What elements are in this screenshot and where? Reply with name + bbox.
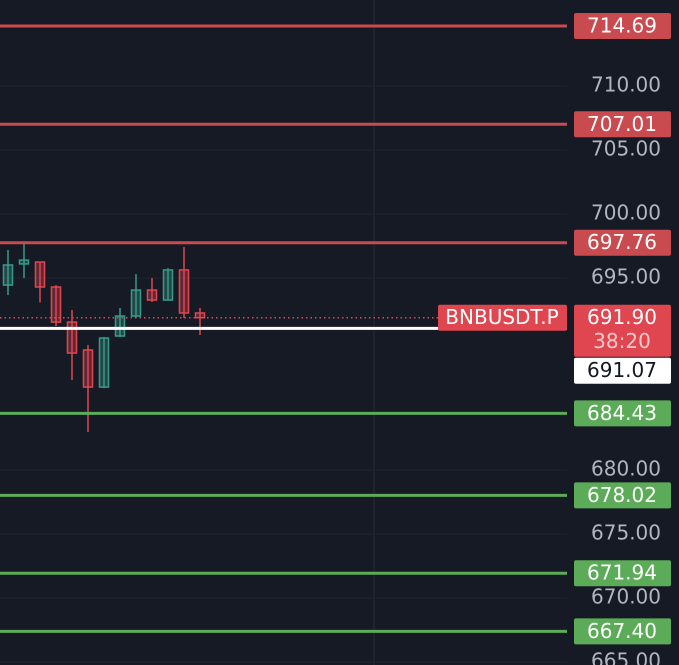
candle-body: [50, 286, 62, 323]
candle-body: [98, 337, 110, 388]
level-label: 697.76: [587, 230, 657, 254]
last-price-label: 691.90: [587, 305, 657, 329]
candle-body: [18, 259, 30, 265]
symbol-box: [438, 304, 567, 331]
candle-body: [194, 312, 206, 319]
level-label-box: [574, 618, 671, 645]
level-label: 678.02: [587, 483, 657, 507]
y-tick-label: 710.00: [591, 73, 661, 97]
y-tick-label: 665.00: [591, 649, 661, 665]
level-label-box: [574, 482, 671, 509]
candle-body: [34, 261, 46, 288]
level-label: 684.43: [587, 401, 657, 425]
level-label-box: [574, 357, 671, 384]
last-price-box: [574, 304, 671, 357]
candle-body: [178, 269, 190, 314]
y-tick-label: 700.00: [591, 201, 661, 225]
level-label: 691.07: [587, 358, 657, 382]
candle-body: [162, 269, 174, 301]
level-label-box: [574, 400, 671, 427]
level-label: 667.40: [587, 619, 657, 643]
y-tick-label: 680.00: [591, 457, 661, 481]
y-tick-label: 705.00: [591, 137, 661, 161]
level-label: 714.69: [587, 13, 657, 37]
level-label-box: [574, 229, 671, 256]
y-tick-label: 695.00: [591, 265, 661, 289]
candle-body: [114, 315, 126, 337]
symbol-label: BNBUSDT.P: [445, 305, 558, 329]
y-tick-label: 670.00: [591, 585, 661, 609]
y-tick-label: 675.00: [591, 521, 661, 545]
level-label-box: [574, 560, 671, 587]
candle-body: [146, 289, 158, 301]
countdown: 38:20: [593, 329, 651, 353]
candle-body: [2, 264, 14, 286]
candle-body: [82, 349, 94, 388]
level-label-box: [574, 12, 671, 39]
level-label: 671.94: [587, 561, 657, 585]
candle-body: [130, 289, 142, 317]
level-label: 707.01: [587, 112, 657, 136]
candle-body: [66, 321, 78, 354]
level-label-box: [574, 111, 671, 138]
